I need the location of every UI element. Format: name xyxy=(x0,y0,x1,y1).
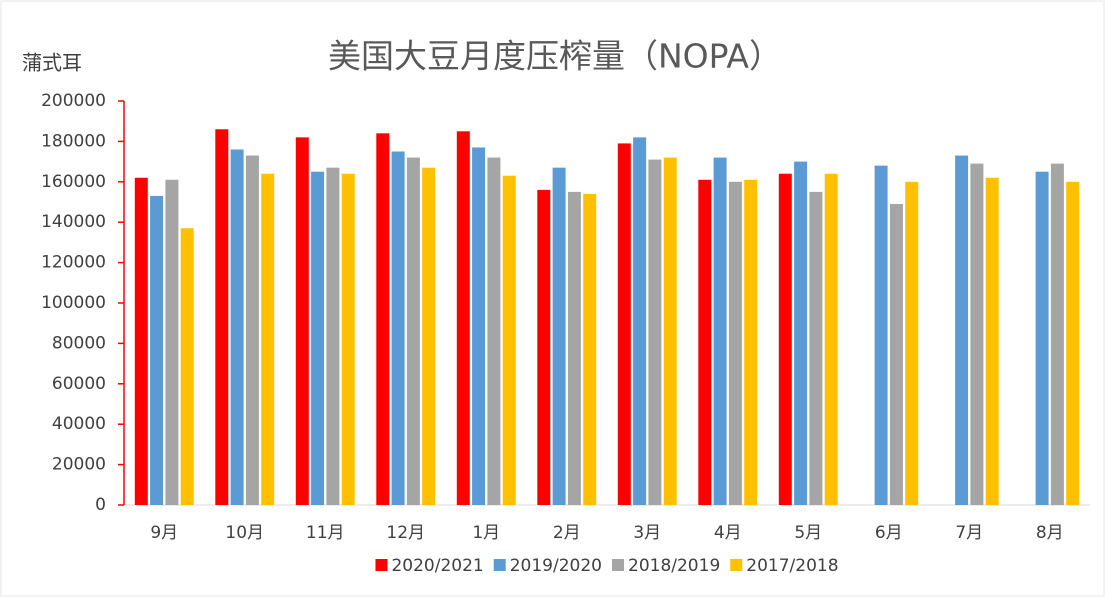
x-tick-label: 4月 xyxy=(714,523,742,543)
bar xyxy=(794,161,808,505)
bar xyxy=(422,167,436,505)
y-tick-label: 100000 xyxy=(41,293,106,313)
y-tick-label: 140000 xyxy=(41,212,106,232)
legend-swatch xyxy=(375,559,388,571)
legend-swatch xyxy=(612,559,624,571)
bar xyxy=(150,195,164,505)
bar xyxy=(713,157,727,505)
bar xyxy=(583,193,597,506)
bar xyxy=(905,181,919,506)
bar xyxy=(456,131,470,506)
bar xyxy=(648,159,662,505)
bar xyxy=(180,228,194,505)
x-tick-label: 5月 xyxy=(794,523,822,543)
bar xyxy=(970,163,984,505)
bar xyxy=(1050,163,1064,505)
legend-label: 2019/2020 xyxy=(510,556,602,576)
bar xyxy=(406,157,420,505)
bar xyxy=(663,157,677,505)
bar xyxy=(502,175,516,506)
legend-label: 2020/2021 xyxy=(391,556,483,576)
bar xyxy=(391,151,405,505)
bar xyxy=(567,191,581,505)
legend-label: 2017/2018 xyxy=(746,556,838,576)
bar xyxy=(537,189,551,505)
y-axis-label: 蒲式耳 xyxy=(22,51,82,75)
y-tick-label: 0 xyxy=(95,495,106,515)
bar xyxy=(809,191,823,505)
bar xyxy=(552,167,566,505)
bar xyxy=(341,173,355,505)
bar xyxy=(134,177,148,505)
bar xyxy=(874,165,888,505)
bar xyxy=(617,143,631,506)
bar xyxy=(985,177,999,505)
bar xyxy=(824,173,838,505)
x-tick-label: 3月 xyxy=(633,523,661,543)
x-tick-label: 11月 xyxy=(306,523,345,543)
bar xyxy=(215,129,229,505)
bar xyxy=(230,149,244,506)
bar xyxy=(1035,171,1049,505)
bar xyxy=(487,157,501,505)
x-tick-label: 6月 xyxy=(875,523,903,543)
y-tick-label: 200000 xyxy=(41,91,106,111)
x-tick-label: 2月 xyxy=(553,523,581,543)
bar xyxy=(295,137,309,506)
bar xyxy=(889,204,903,505)
y-tick-label: 20000 xyxy=(52,455,106,475)
y-tick-label: 180000 xyxy=(41,131,106,151)
x-tick-label: 7月 xyxy=(955,523,983,543)
bar xyxy=(245,155,259,506)
bar xyxy=(1066,181,1080,506)
bar xyxy=(472,147,486,505)
legend-swatch xyxy=(730,559,743,571)
bar xyxy=(744,179,758,505)
chart-title: 美国大豆月度压榨量（NOPA） xyxy=(328,37,782,76)
bar xyxy=(633,137,647,506)
bar xyxy=(728,181,742,506)
bar xyxy=(698,179,712,505)
y-tick-label: 40000 xyxy=(52,414,106,434)
bar xyxy=(165,179,179,505)
x-tick-label: 8月 xyxy=(1036,523,1064,543)
bar xyxy=(376,133,390,505)
bar xyxy=(955,155,969,506)
bar xyxy=(326,167,340,505)
x-tick-label: 1月 xyxy=(472,523,500,543)
y-tick-label: 80000 xyxy=(52,333,106,353)
bar xyxy=(311,171,325,505)
bar xyxy=(261,173,275,505)
bar xyxy=(778,173,792,505)
x-tick-label: 12月 xyxy=(386,523,425,543)
x-tick-label: 9月 xyxy=(150,523,178,543)
legend-label: 2018/2019 xyxy=(628,556,720,576)
x-tick-label: 10月 xyxy=(225,523,264,543)
y-tick-label: 160000 xyxy=(41,172,106,192)
y-tick-label: 120000 xyxy=(41,253,106,273)
legend-swatch xyxy=(493,559,506,571)
y-tick-label: 60000 xyxy=(52,374,106,394)
